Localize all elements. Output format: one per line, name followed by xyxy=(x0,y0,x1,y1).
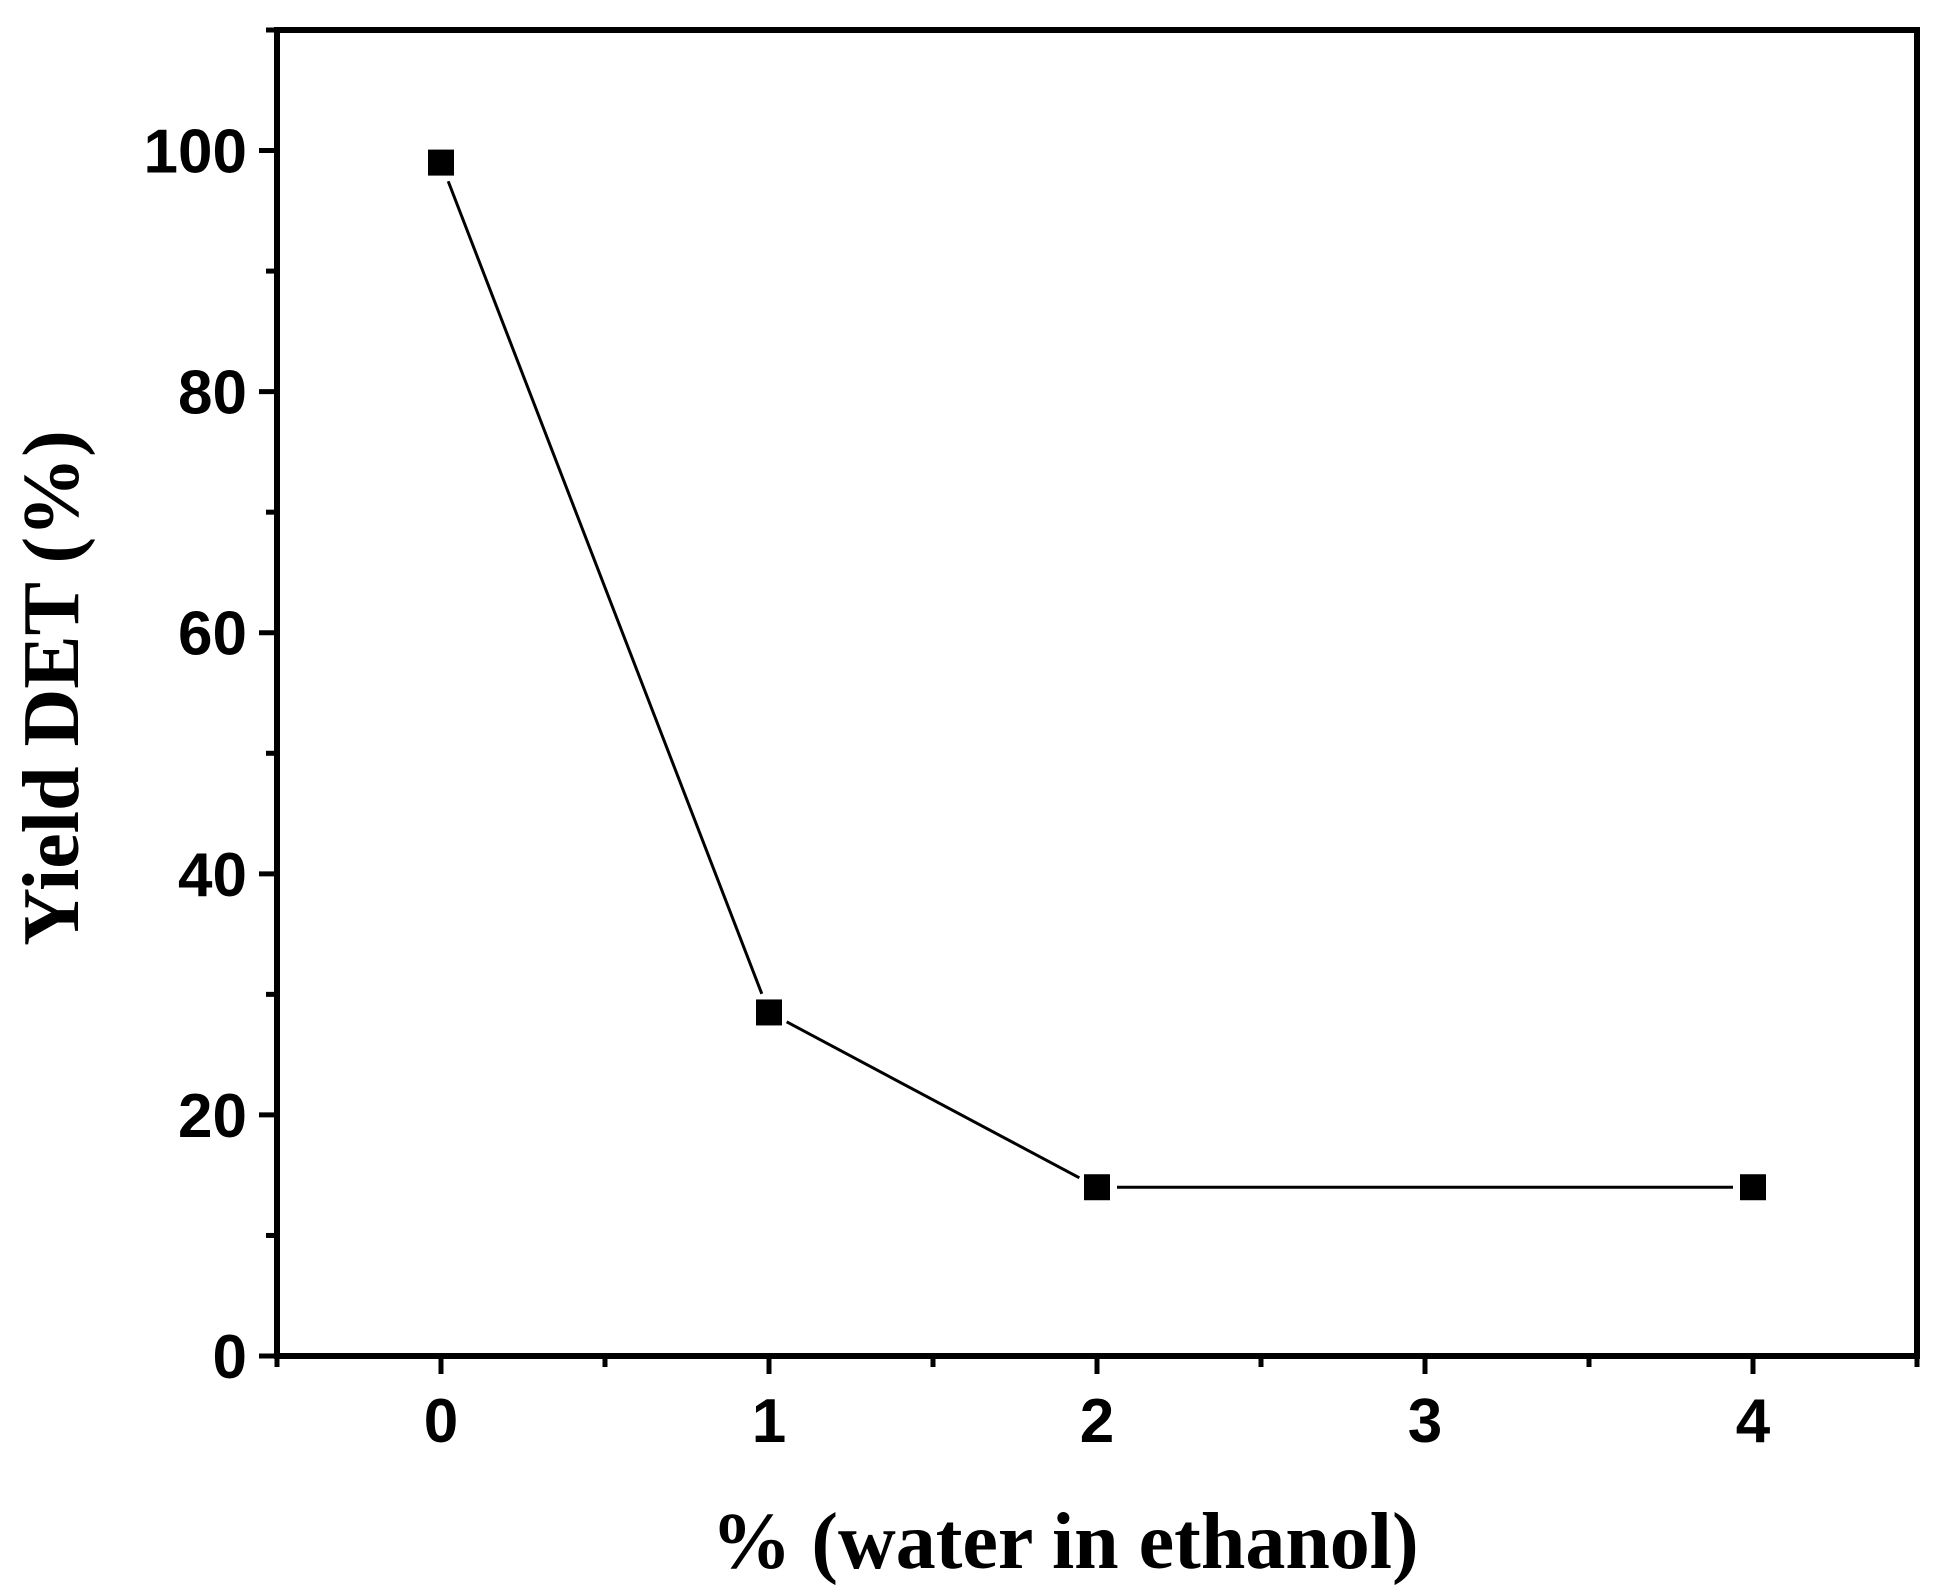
x-axis-title: % (water in ethanol) xyxy=(711,1498,1418,1586)
ticks-group xyxy=(259,27,1920,1374)
data-point-marker xyxy=(1084,1174,1110,1201)
data-point-marker xyxy=(1740,1174,1766,1201)
x-tick-label: 4 xyxy=(1736,1387,1771,1456)
y-tick-label: 40 xyxy=(178,841,247,910)
y-tick-label: 0 xyxy=(213,1323,247,1392)
plot-frame-group xyxy=(274,27,1920,1359)
series-line-segment xyxy=(446,180,764,995)
x-tick-label: 2 xyxy=(1080,1387,1114,1456)
series-line-segment xyxy=(785,1020,1081,1180)
y-tick-label: 20 xyxy=(178,1082,247,1151)
plot-frame xyxy=(274,27,1920,1359)
x-tick-label: 0 xyxy=(424,1387,458,1456)
series-group xyxy=(428,149,1766,1201)
y-tick-label: 60 xyxy=(178,600,247,669)
labels-group: 0 20 40 60 80 100 0 1 2 3 4 xyxy=(144,118,1771,1456)
y-tick-label: 100 xyxy=(144,118,247,187)
y-axis-title: Yield DET (%) xyxy=(8,430,96,946)
x-tick-label: 3 xyxy=(1408,1387,1442,1456)
data-point-marker xyxy=(428,149,454,176)
data-point-marker xyxy=(756,999,782,1026)
x-tick-label: 1 xyxy=(752,1387,786,1456)
y-tick-label: 80 xyxy=(178,359,247,428)
